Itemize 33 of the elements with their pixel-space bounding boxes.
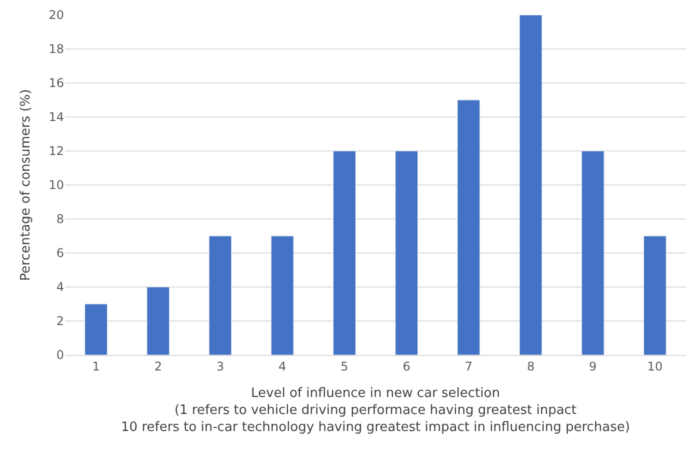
- bar: [270, 236, 294, 355]
- bar: [84, 304, 108, 355]
- x-tick-label: 7: [464, 359, 472, 374]
- y-tick-label: 16: [48, 76, 64, 90]
- y-tick-label: 14: [48, 110, 64, 124]
- bar: [581, 150, 604, 355]
- bar: [208, 236, 232, 355]
- y-tick-label: 10: [48, 178, 64, 192]
- bar: [519, 15, 542, 355]
- x-tick-label: 1: [92, 359, 100, 374]
- x-tick-label: 4: [278, 359, 286, 374]
- bar: [333, 150, 356, 355]
- x-tick-label: 6: [402, 359, 410, 374]
- x-tick-label: 9: [589, 359, 597, 374]
- y-tick-label: 6: [56, 246, 64, 260]
- y-tick-label: 20: [48, 8, 64, 22]
- y-tick-label: 4: [56, 280, 64, 294]
- y-tick-label: 12: [48, 144, 64, 158]
- y-axis-title: Percentage of consumers (%): [18, 89, 34, 281]
- y-tick-label: 18: [48, 42, 64, 56]
- x-tick-label: 2: [154, 359, 162, 374]
- bar: [457, 100, 480, 355]
- x-axis-title: Level of influence in new car selection (1 refers to vehicle driving performace having greatest inpact 10 refers to in-car technology having greatest impact in influencing perchase): [121, 386, 630, 435]
- bar: [395, 150, 418, 355]
- y-tick-label: 2: [56, 314, 64, 328]
- y-tick-label: 8: [56, 212, 64, 226]
- x-tick-label: 5: [340, 359, 348, 374]
- x-tick-label: 8: [526, 359, 535, 374]
- x-tick-label: 3: [216, 359, 224, 374]
- y-tick-label: 0: [56, 348, 64, 362]
- bar: [146, 286, 170, 355]
- x-tick-label: 10: [647, 359, 663, 374]
- bar: [644, 236, 666, 355]
